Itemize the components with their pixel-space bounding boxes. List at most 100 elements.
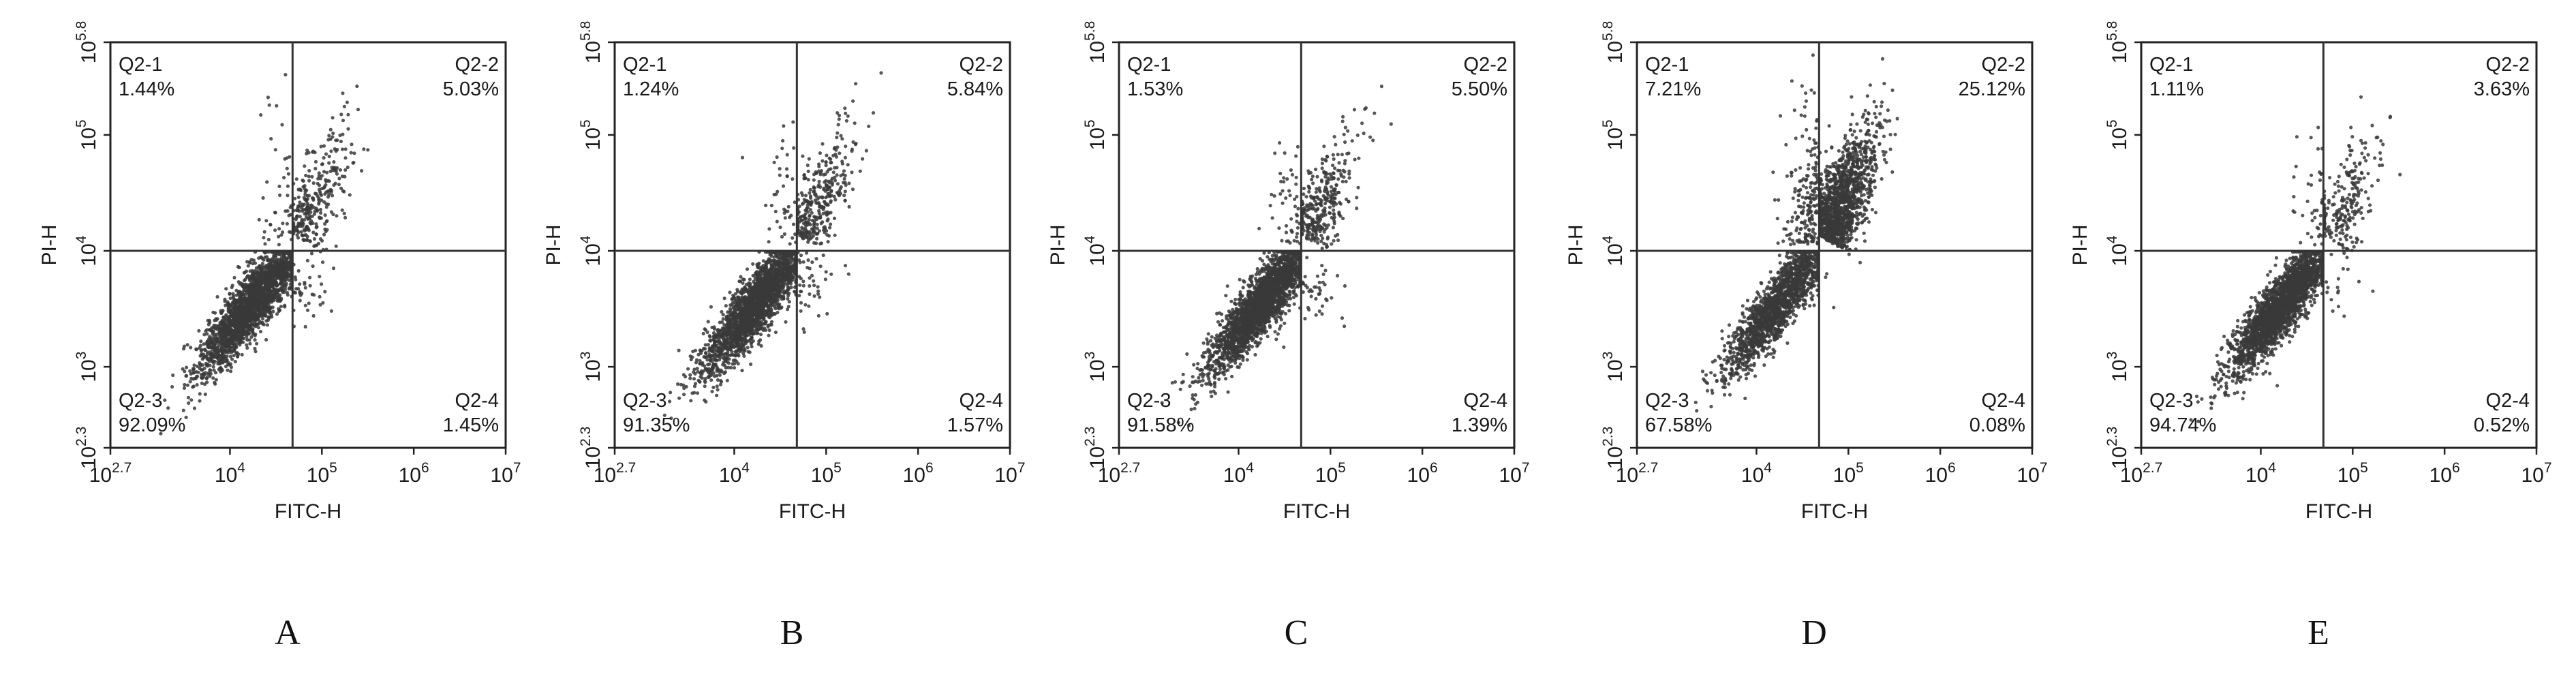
data-point <box>286 172 290 176</box>
data-point <box>262 236 266 240</box>
data-point <box>343 174 347 179</box>
data-point <box>204 363 209 367</box>
data-point <box>335 138 339 142</box>
data-point <box>237 307 241 311</box>
data-point <box>748 285 752 289</box>
data-point <box>770 259 774 263</box>
data-point <box>313 166 318 170</box>
data-point <box>328 187 333 192</box>
panel-a: Q2-11.44%Q2-25.03%Q2-392.09%Q2-41.45%102… <box>38 21 521 652</box>
data-point <box>703 398 707 402</box>
data-point <box>229 369 233 374</box>
data-point <box>317 183 322 187</box>
data-point <box>269 222 273 226</box>
data-point <box>280 123 284 127</box>
data-point <box>275 104 279 108</box>
data-point <box>282 176 286 180</box>
data-point <box>325 228 329 232</box>
data-point <box>692 384 697 389</box>
data-point <box>264 337 269 342</box>
data-point <box>705 330 709 334</box>
data-point <box>758 333 763 337</box>
data-point <box>303 324 307 329</box>
data-point <box>692 377 696 381</box>
data-point <box>307 179 311 183</box>
data-point <box>191 367 196 371</box>
data-point <box>748 281 752 286</box>
data-point <box>707 354 711 359</box>
data-point <box>329 210 333 214</box>
data-point <box>309 252 314 256</box>
data-point <box>710 325 714 329</box>
data-point <box>325 170 329 174</box>
data-point <box>309 207 313 211</box>
data-point <box>322 232 326 237</box>
data-point <box>253 338 257 342</box>
data-point <box>206 342 211 346</box>
data-point <box>771 264 776 268</box>
data-point <box>266 290 271 295</box>
data-point <box>327 161 331 165</box>
data-point <box>335 214 339 218</box>
data-point <box>305 149 309 153</box>
data-point <box>185 374 189 378</box>
data-point <box>266 95 270 100</box>
data-point <box>328 127 333 132</box>
data-point <box>192 406 197 410</box>
data-point <box>202 366 206 371</box>
data-point <box>277 307 281 311</box>
data-point <box>669 391 673 395</box>
data-point <box>182 386 187 391</box>
data-point <box>723 359 727 363</box>
data-point <box>293 196 297 200</box>
data-point <box>790 273 794 277</box>
data-point <box>266 286 271 290</box>
data-point <box>735 295 739 299</box>
data-point <box>266 270 271 274</box>
data-point <box>216 345 220 349</box>
data-point <box>731 359 735 363</box>
data-point <box>720 320 724 324</box>
data-point <box>703 379 707 383</box>
data-point <box>166 406 170 410</box>
data-point <box>249 335 254 339</box>
x-tick-label: 107 <box>490 460 521 487</box>
data-point <box>756 325 760 329</box>
data-point <box>186 395 191 399</box>
data-point <box>226 301 230 305</box>
data-point <box>220 321 224 325</box>
data-point <box>337 183 341 187</box>
data-point <box>275 258 279 262</box>
data-point <box>287 213 291 217</box>
data-point <box>303 212 307 216</box>
data-point <box>284 281 288 286</box>
data-point <box>286 194 290 198</box>
data-point <box>259 271 263 275</box>
data-point <box>315 209 319 213</box>
data-point <box>341 119 346 123</box>
data-point <box>245 260 249 264</box>
data-point <box>189 346 193 350</box>
data-point <box>703 384 707 389</box>
data-point <box>236 292 241 296</box>
data-point <box>724 314 729 319</box>
data-point <box>716 388 720 392</box>
data-point <box>283 274 288 278</box>
data-point <box>240 352 244 357</box>
data-point <box>305 199 309 203</box>
data-point <box>786 264 790 268</box>
data-point <box>735 288 739 292</box>
data-point <box>285 222 289 226</box>
data-point <box>739 275 743 279</box>
data-point <box>286 184 290 188</box>
data-point <box>281 290 285 294</box>
data-point <box>281 230 285 234</box>
data-point <box>294 277 298 281</box>
y-tick-label: 105 <box>74 119 100 150</box>
data-point <box>702 354 706 359</box>
y-tick-label: 102.3 <box>74 427 100 470</box>
quadrant-name: Q2-2 <box>455 54 499 76</box>
data-point <box>259 290 263 294</box>
data-point <box>751 262 755 266</box>
data-point <box>729 353 733 357</box>
